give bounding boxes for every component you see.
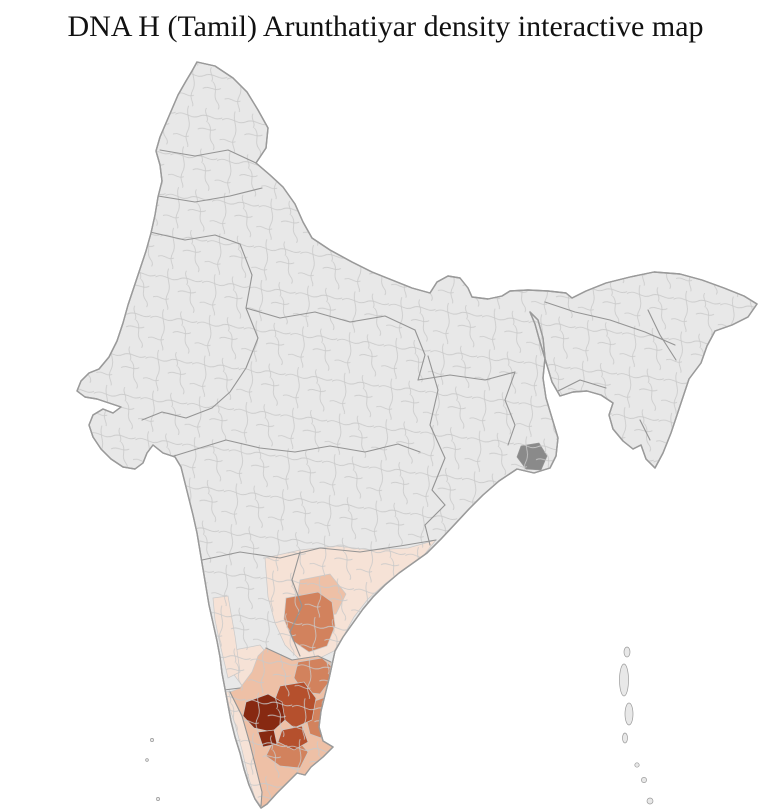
andaman-island[interactable] (622, 732, 628, 744)
andaman-island[interactable] (624, 702, 634, 726)
district-boundaries-texture (77, 62, 757, 808)
andaman-island[interactable] (619, 663, 629, 697)
state-borders (141, 149, 677, 807)
islands (145, 646, 654, 805)
lakshadweep-island[interactable] (150, 738, 154, 742)
andaman-island[interactable] (623, 646, 631, 658)
nicobar-island[interactable] (646, 797, 654, 805)
lakshadweep-island[interactable] (156, 797, 160, 801)
nicobar-island[interactable] (641, 777, 647, 783)
lakshadweep-island[interactable] (145, 758, 149, 762)
nicobar-island[interactable] (634, 762, 640, 768)
map-title: DNA H (Tamil) Arunthatiyar density inter… (67, 10, 704, 43)
